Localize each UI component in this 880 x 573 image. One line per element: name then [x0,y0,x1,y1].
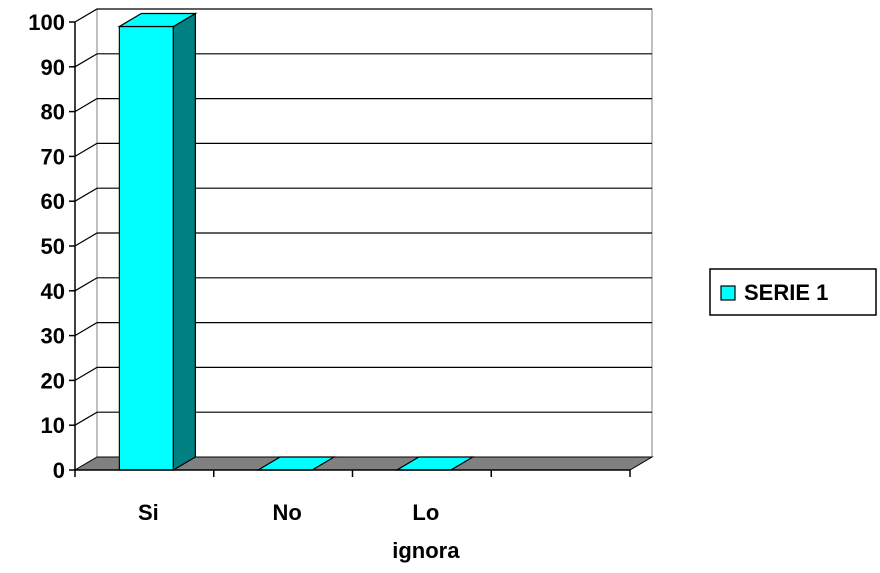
bar [117,12,198,472]
y-tick-label: 60 [41,189,65,214]
gridline [74,8,652,23]
gridline [74,97,652,113]
y-tick-label: 10 [41,413,65,438]
gridline [74,411,652,426]
gridlines [74,8,652,426]
x-tick-label: Si [138,500,159,525]
axes [69,21,631,477]
y-tick-label: 70 [41,144,65,169]
legend: SERIE 1 [709,268,877,316]
gridline [74,322,652,337]
x-tick-label: No [272,500,301,525]
x-tick-label: Lo ignora [392,500,460,563]
y-tick-label: 30 [41,324,65,349]
y-tick-label: 40 [41,279,65,304]
legend-swatch [720,285,736,301]
x-tick-labels: Si No Lo ignora [138,500,460,563]
bar-side [172,12,196,472]
y-tick-label: 0 [53,458,65,483]
legend-box [709,268,877,316]
gridline [74,187,652,202]
bars [117,12,476,472]
y-tick-label: 20 [41,368,65,393]
bar-front [118,25,174,471]
y-tick-labels: 0 10 20 30 40 50 60 70 80 90 100 [28,10,65,483]
y-tick-label: 100 [28,10,65,35]
gridline [74,277,652,292]
gridline [74,232,652,247]
bar-top [117,12,198,28]
legend-label: SERIE 1 [744,280,828,305]
y-tick-label: 50 [41,234,65,259]
gridline [74,366,652,381]
gridline [74,142,652,157]
y-tick-label: 90 [41,55,65,80]
y-tick-label: 80 [41,100,65,125]
gridline [74,53,652,68]
